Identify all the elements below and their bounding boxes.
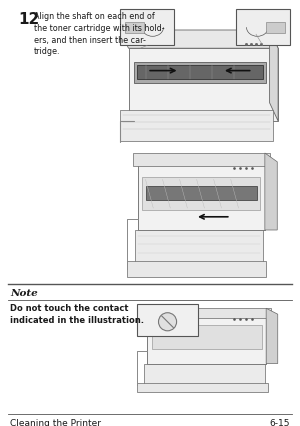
Polygon shape — [144, 364, 265, 385]
Bar — [236, 10, 290, 46]
Text: Cleaning the Printer: Cleaning the Printer — [10, 418, 101, 426]
Bar — [128, 49, 278, 122]
Polygon shape — [266, 308, 278, 364]
Bar — [146, 187, 257, 201]
Bar — [120, 10, 174, 46]
Bar — [125, 23, 145, 34]
Polygon shape — [135, 230, 263, 263]
Bar — [143, 308, 271, 319]
Bar — [137, 383, 268, 391]
Polygon shape — [120, 31, 278, 49]
Text: 12: 12 — [18, 12, 39, 27]
Bar — [134, 63, 266, 84]
Bar — [137, 66, 263, 80]
Bar — [120, 110, 273, 141]
Polygon shape — [265, 154, 277, 230]
Bar — [133, 154, 269, 167]
Text: Do not touch the contact
indicated in the illustration.: Do not touch the contact indicated in th… — [10, 303, 144, 325]
Bar — [142, 178, 260, 211]
Bar — [127, 261, 266, 278]
Bar — [137, 304, 198, 337]
Bar — [138, 164, 265, 230]
Text: 6-15: 6-15 — [269, 418, 290, 426]
Bar — [266, 23, 285, 34]
Bar — [147, 317, 266, 364]
Text: Note: Note — [10, 288, 38, 297]
Bar — [152, 325, 262, 349]
Text: Align the shaft on each end of
the toner cartridge with its hold-
ers, and then : Align the shaft on each end of the toner… — [34, 12, 165, 56]
Circle shape — [158, 313, 177, 331]
Polygon shape — [270, 31, 278, 122]
